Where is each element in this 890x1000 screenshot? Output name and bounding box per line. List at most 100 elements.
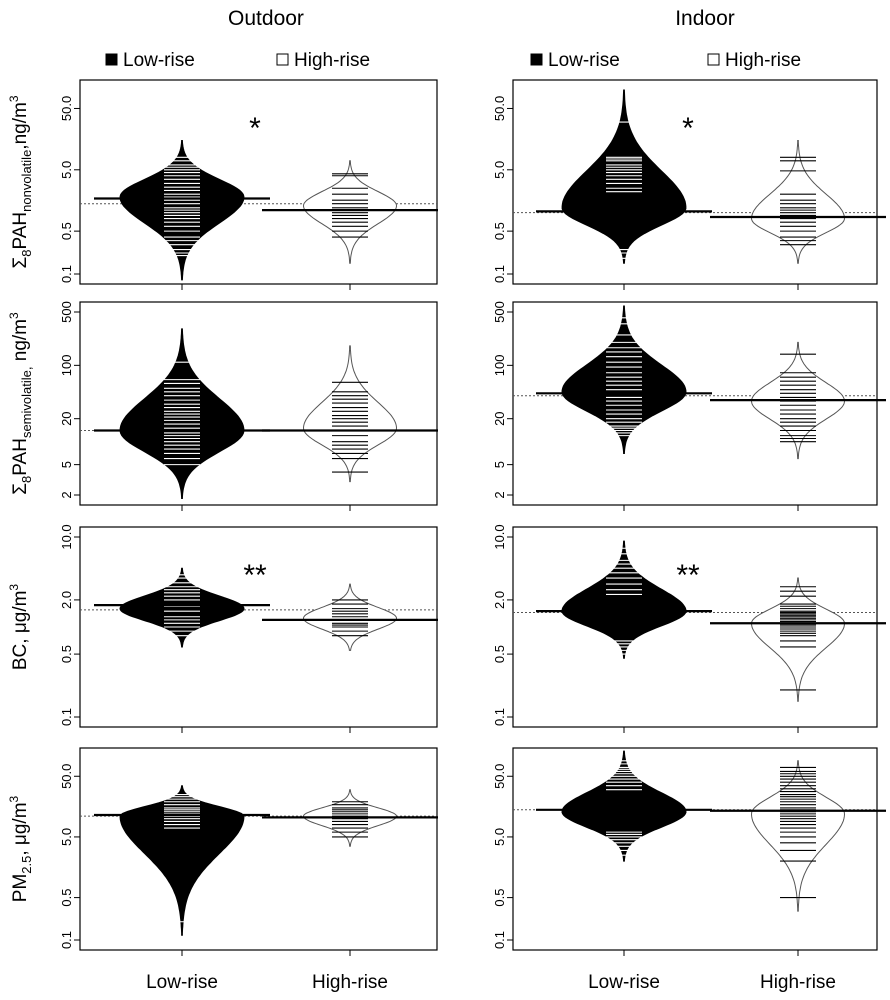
y-axis-label: PM2.5, μg/m3 — [7, 795, 34, 902]
y-tick-label: 5 — [492, 461, 507, 468]
bean-density — [119, 567, 245, 648]
bean-high-rise — [710, 140, 886, 264]
legend-swatch-open — [276, 53, 289, 66]
y-tick-label: 2.0 — [492, 591, 507, 609]
x-label-high-rise: High-rise — [312, 972, 388, 993]
bean-low-rise — [94, 140, 270, 281]
bean-density — [302, 160, 398, 264]
legend: Low-rise High-rise Low-rise High-rise — [105, 50, 801, 71]
panel-pm25-indoor: 0.1 0.5 5.0 50.0 — [492, 747, 886, 956]
y-tick-label: 0.5 — [59, 645, 74, 663]
y-tick-label: 0.1 — [59, 708, 74, 726]
y-tick-label: 0.1 — [59, 265, 74, 283]
y-tick-label: 50.0 — [59, 764, 74, 789]
bean-low-rise — [536, 89, 712, 264]
column-title-outdoor: Outdoor — [228, 7, 304, 30]
y-axis-label: BC, μg/m3 — [7, 584, 31, 671]
panel-frame — [512, 79, 878, 285]
bean-density — [561, 305, 687, 454]
y-tick-label: 0.1 — [492, 708, 507, 726]
y-axis: 0.1 0.5 5.0 50.0 — [492, 764, 513, 949]
y-tick-label: 0.5 — [59, 222, 74, 240]
x-label-low-rise: Low-rise — [146, 972, 218, 993]
y-tick-label: 50.0 — [59, 96, 74, 121]
significance-annotation: ** — [676, 559, 700, 592]
column-title-indoor: Indoor — [675, 7, 735, 30]
y-axis: 0.1 0.5 5.0 50.0 — [59, 764, 80, 949]
y-axis: 0.1 0.5 5.0 50.0 — [59, 96, 80, 283]
y-tick-label: 0.5 — [59, 889, 74, 907]
panel-bc-indoor: 0.1 0.5 2.0 10.0 ** — [492, 524, 886, 733]
legend-swatch-filled — [530, 53, 543, 66]
y-tick-label: 10.0 — [59, 524, 74, 549]
x-label-high-rise: High-rise — [760, 972, 836, 993]
bean-high-rise — [710, 577, 886, 702]
y-tick-label: 50.0 — [492, 96, 507, 121]
y-tick-label: 5 — [59, 461, 74, 468]
panel-frame — [79, 79, 438, 285]
legend-swatch-filled — [105, 53, 118, 66]
bean-low-rise — [536, 750, 712, 862]
y-axis-label: Σ8PAHsemivolatile, ng/m3 — [7, 312, 34, 495]
y-tick-label: 5.0 — [59, 828, 74, 846]
bean-density — [561, 89, 687, 264]
panel-pm25-outdoor: 0.1 0.5 5.0 50.0 — [59, 747, 438, 956]
panel-bc-outdoor: 0.1 0.5 2.0 10.0 ** — [59, 524, 438, 733]
legend-item-low-rise: Low-rise — [105, 50, 195, 71]
y-tick-label: 0.5 — [492, 889, 507, 907]
bean-low-rise — [536, 305, 712, 454]
bean-density — [561, 540, 687, 659]
y-tick-label: 100 — [492, 354, 507, 376]
bean-high-rise — [262, 583, 438, 651]
bean-density — [750, 140, 846, 264]
bean-high-rise — [262, 345, 438, 483]
y-tick-label: 0.1 — [59, 931, 74, 949]
bean-density — [119, 785, 245, 936]
panel-frame — [512, 301, 878, 506]
bean-low-rise — [94, 567, 270, 648]
y-tick-label: 5.0 — [59, 161, 74, 179]
bean-high-rise — [710, 760, 886, 912]
bean-density — [302, 345, 398, 483]
x-label-low-rise: Low-rise — [588, 972, 660, 993]
y-tick-label: 50.0 — [492, 764, 507, 789]
y-tick-label: 20 — [492, 411, 507, 425]
bean-high-rise — [710, 341, 886, 460]
legend-label: High-rise — [294, 50, 370, 71]
panel-nonvolatile-indoor: 0.1 0.5 5.0 50.0 * — [492, 79, 886, 290]
bean-density — [561, 750, 687, 862]
y-tick-label: 0.1 — [492, 265, 507, 283]
legend-label: High-rise — [725, 50, 801, 71]
panel-semivolatile-outdoor: 2 5 20 100 500 — [59, 301, 438, 511]
panel-nonvolatile-outdoor: 0.1 0.5 5.0 50.0 * — [59, 79, 438, 290]
column-headers: Outdoor Indoor — [228, 7, 735, 30]
panel-frame — [79, 526, 438, 728]
bean-high-rise — [262, 789, 438, 847]
y-axis-label: Σ8PAHnonvolatile,ng/m3 — [7, 95, 34, 268]
bean-low-rise — [94, 328, 270, 499]
y-tick-label: 2 — [492, 491, 507, 498]
legend-label: Low-rise — [123, 50, 195, 71]
y-axis: 0.1 0.5 5.0 50.0 — [492, 96, 513, 283]
significance-annotation: * — [682, 112, 694, 145]
y-tick-label: 0.5 — [492, 645, 507, 663]
legend-item-low-rise: Low-rise — [530, 50, 620, 71]
panels: 0.1 0.5 5.0 50.0 * 0.1 0.5 5.0 50.0 * 2 5 20 100 500 2 5… — [59, 79, 886, 956]
y-tick-label: 0.1 — [492, 931, 507, 949]
y-tick-label: 2 — [59, 491, 74, 498]
legend-item-high-rise: High-rise — [707, 50, 801, 71]
panel-frame — [79, 747, 438, 951]
y-tick-label: 500 — [59, 301, 74, 323]
significance-annotation: ** — [243, 559, 267, 592]
y-tick-label: 100 — [59, 354, 74, 376]
legend-label: Low-rise — [548, 50, 620, 71]
y-tick-label: 20 — [59, 411, 74, 425]
panel-frame — [79, 301, 438, 506]
legend-item-high-rise: High-rise — [276, 50, 370, 71]
bean-high-rise — [262, 160, 438, 264]
y-tick-label: 500 — [492, 301, 507, 323]
y-axis: 2 5 20 100 500 — [492, 301, 513, 499]
panel-frame — [512, 747, 878, 951]
x-axis-labels: Low-rise High-rise Low-rise High-rise — [146, 972, 836, 993]
